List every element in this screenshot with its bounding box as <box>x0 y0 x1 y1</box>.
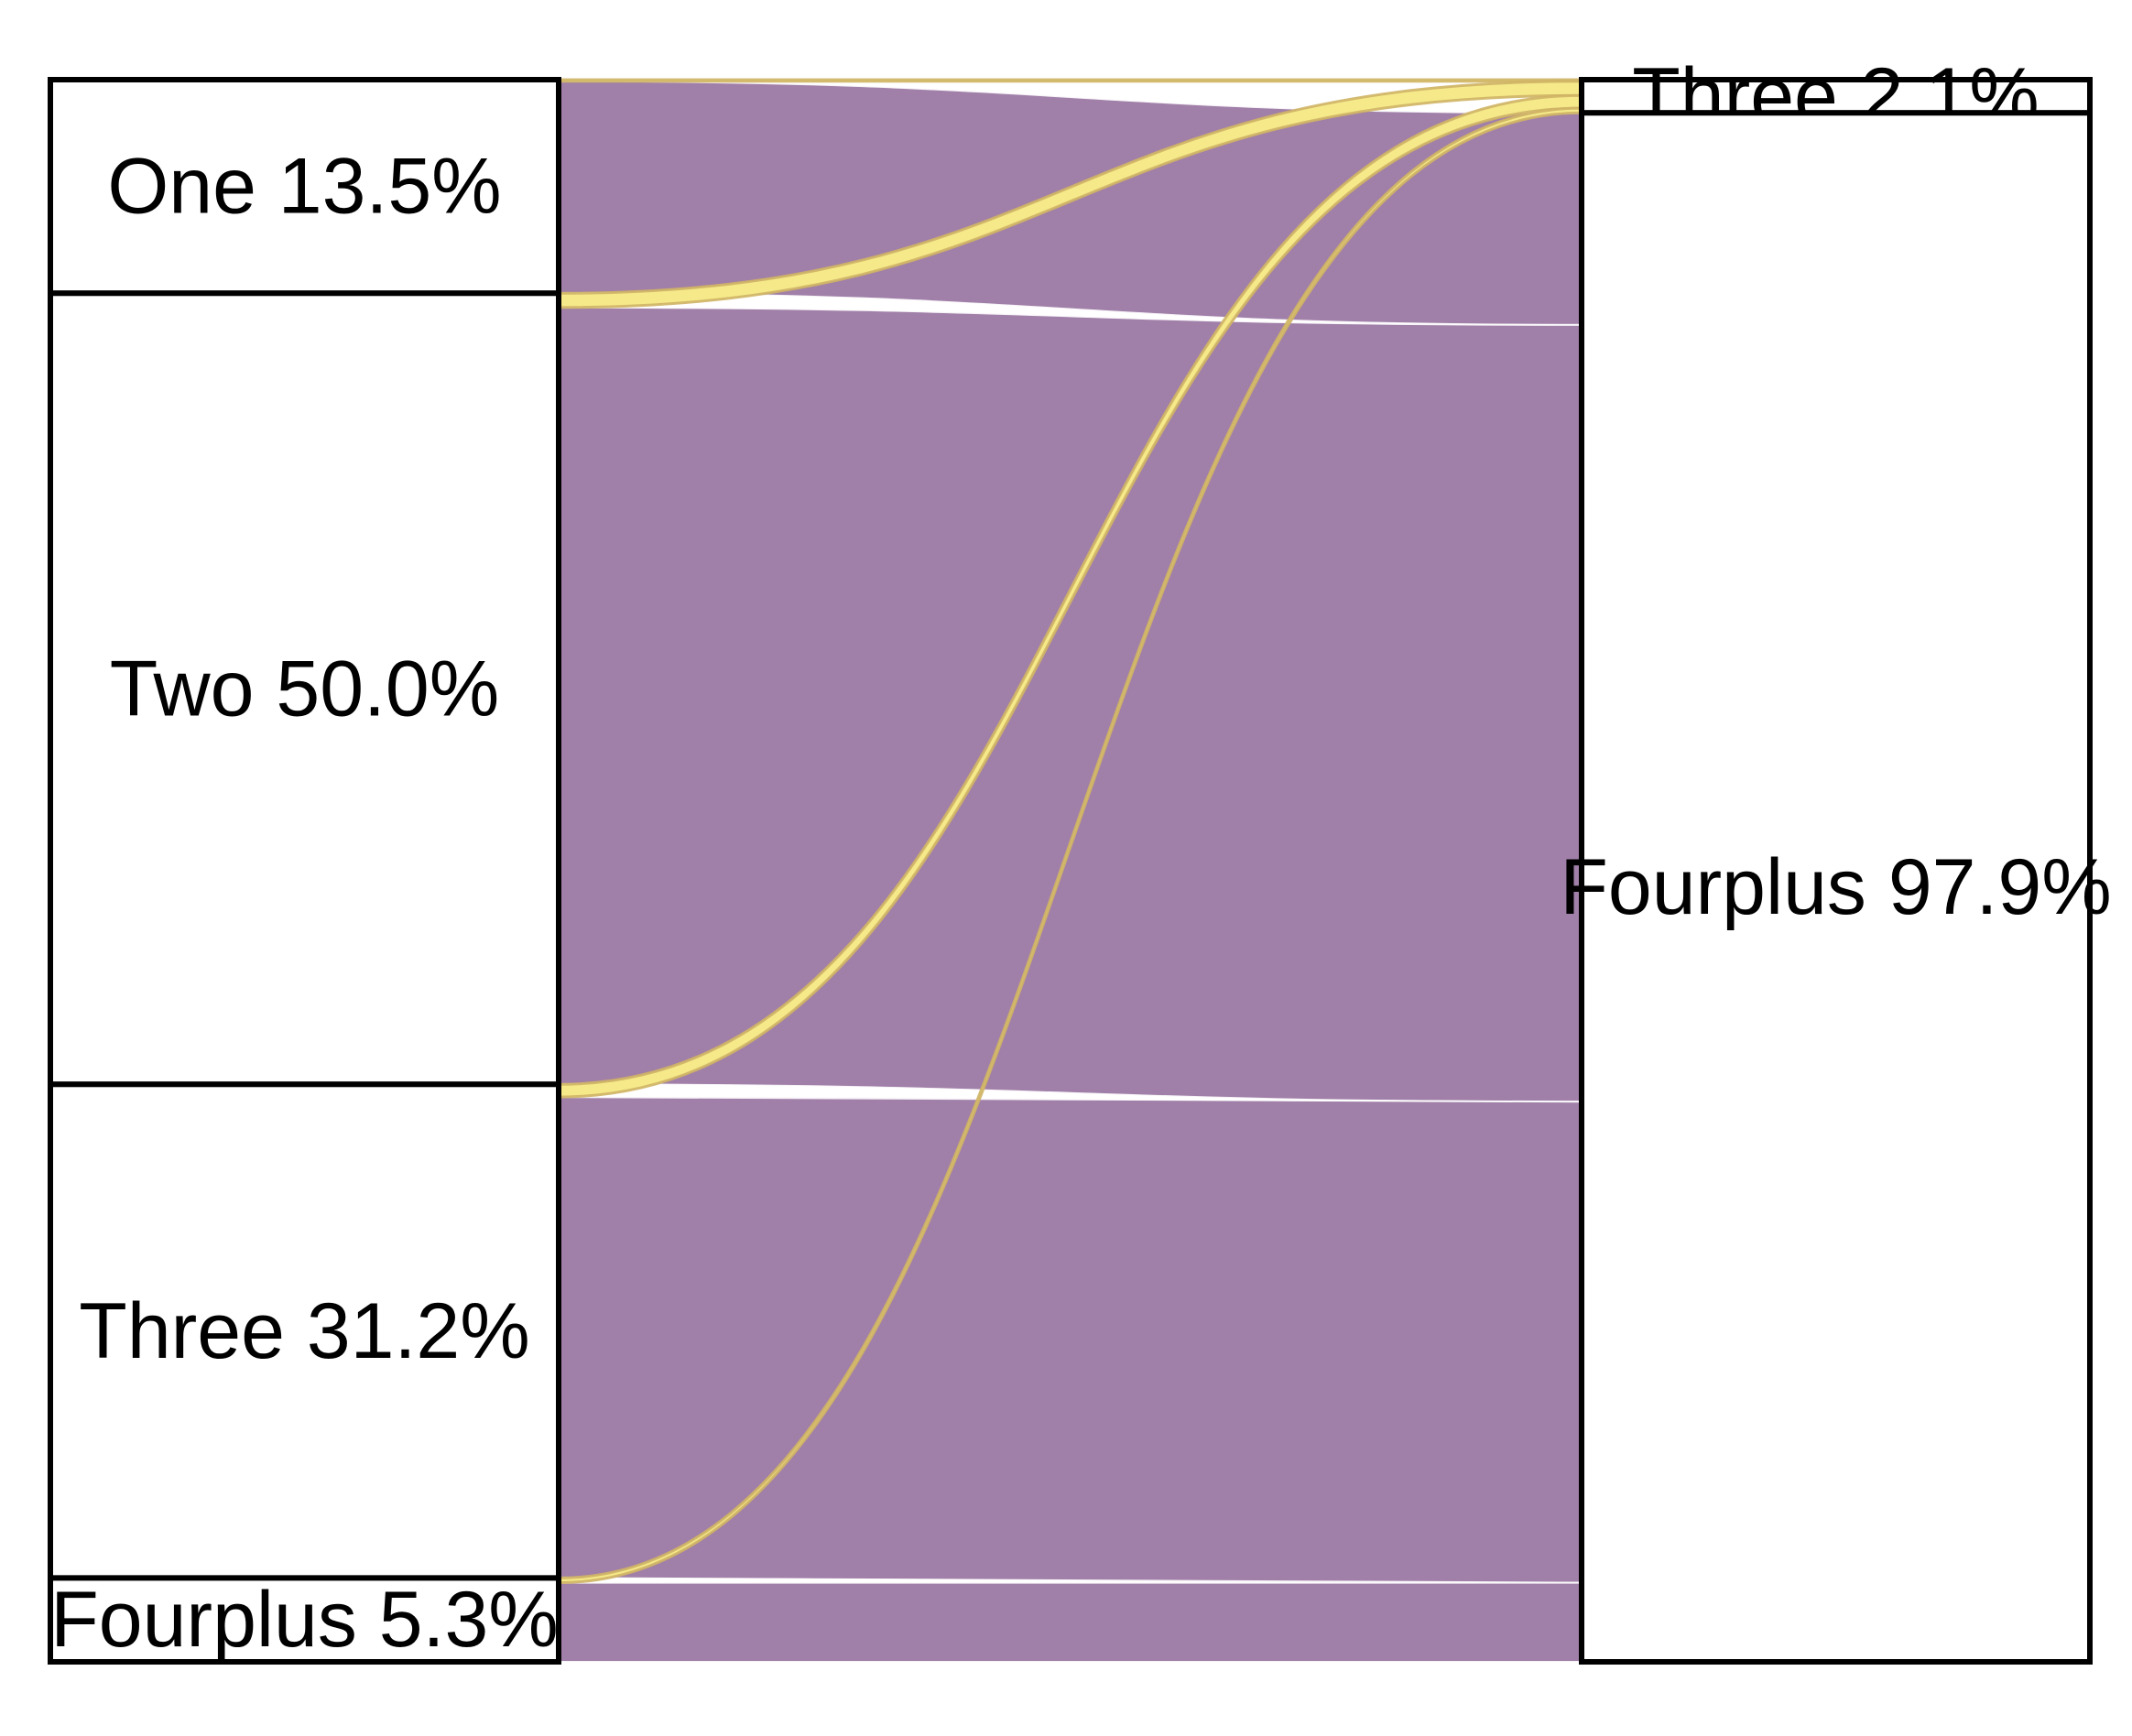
source-node-label-fourplus: Fourplus 5.3% <box>50 1576 559 1664</box>
flow-two-to-fourplus <box>558 306 1583 1103</box>
source-node-three <box>48 1081 561 1581</box>
source-node-fourplus <box>48 1575 561 1665</box>
source-node-label-three: Three 31.2% <box>79 1287 529 1375</box>
flow-fourplus-to-fourplus <box>558 1581 1583 1664</box>
source-node-one <box>48 77 561 297</box>
flow-one-to-three <box>557 78 1583 83</box>
target-node-fourplus <box>1579 110 2093 1665</box>
node-layer: One 13.5% Two 50.0% Three 31.2% Fourplus 5.… <box>48 52 2112 1665</box>
source-node-label-two: Two 50.0% <box>110 645 499 732</box>
flow-layer <box>557 78 1583 1664</box>
source-node-label-one: One 13.5% <box>107 143 501 231</box>
target-node-three <box>1579 77 2093 116</box>
target-node-label-fourplus: Fourplus 97.9% <box>1560 843 2111 931</box>
source-node-two <box>48 290 561 1088</box>
flow-three-to-fourplus <box>558 1096 1583 1584</box>
